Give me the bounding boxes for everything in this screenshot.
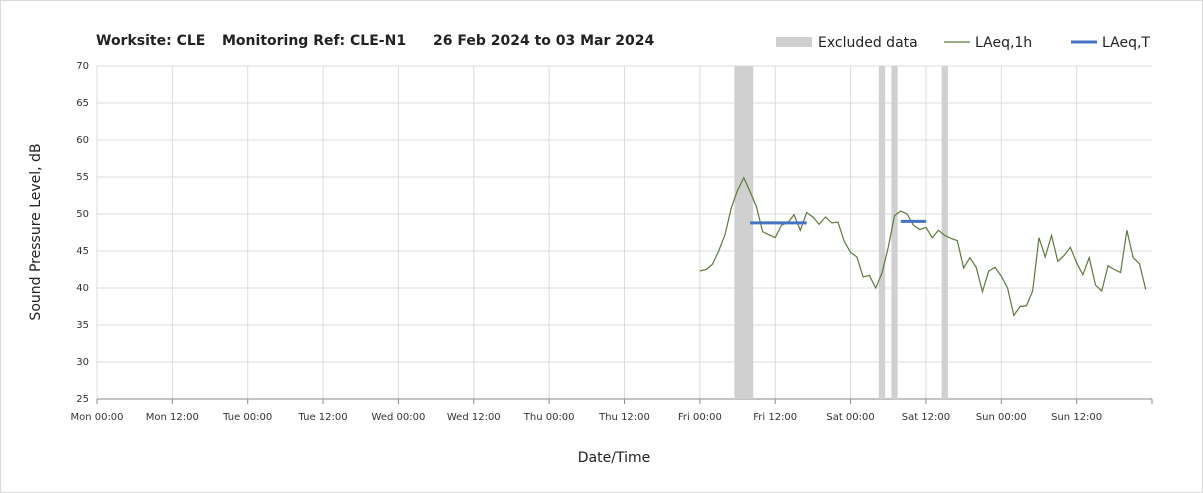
x-tick-label: Tue 00:00 xyxy=(222,412,272,423)
y-tick-label: 60 xyxy=(76,135,89,146)
legend-label: LAeq,T xyxy=(1102,35,1150,51)
x-tick-label: Wed 12:00 xyxy=(447,412,501,423)
x-tick-label: Sun 12:00 xyxy=(1051,412,1102,423)
x-tick-label: Thu 00:00 xyxy=(523,412,575,423)
chart-title: Worksite: CLE xyxy=(96,33,205,49)
x-tick-label: Mon 12:00 xyxy=(146,412,199,423)
chart-title: Monitoring Ref: CLE-N1 xyxy=(222,33,406,49)
x-tick-label: Mon 00:00 xyxy=(70,412,123,423)
legend-label: LAeq,1h xyxy=(975,35,1032,51)
data-line xyxy=(699,176,1147,317)
y-axis-label: Sound Pressure Level, dB xyxy=(28,143,44,320)
excluded-band xyxy=(734,66,754,399)
x-tick-label: Tue 12:00 xyxy=(298,412,348,423)
y-tick-label: 40 xyxy=(76,283,89,294)
y-tick-label: 55 xyxy=(76,172,89,183)
chart-title: 26 Feb 2024 to 03 Mar 2024 xyxy=(433,33,655,49)
y-tick-label: 35 xyxy=(76,320,89,331)
x-tick-label: Wed 00:00 xyxy=(372,412,426,423)
y-tick-label: 70 xyxy=(76,61,89,72)
y-tick-label: 25 xyxy=(76,394,89,405)
legend-label: Excluded data xyxy=(818,35,918,51)
x-tick-label: Sun 00:00 xyxy=(976,412,1027,423)
y-tick-label: 65 xyxy=(76,98,89,109)
legend-swatch xyxy=(776,37,812,47)
excluded-band xyxy=(891,66,898,399)
x-tick-label: Fri 12:00 xyxy=(753,412,797,423)
excluded-band xyxy=(878,66,886,399)
y-tick-label: 50 xyxy=(76,209,89,220)
x-tick-label: Fri 00:00 xyxy=(678,412,722,423)
y-tick-label: 45 xyxy=(76,246,89,257)
excluded-band xyxy=(941,66,948,399)
x-axis-label: Date/Time xyxy=(578,450,650,466)
x-tick-label: Thu 12:00 xyxy=(598,412,650,423)
x-tick-label: Sat 00:00 xyxy=(826,412,874,423)
x-tick-label: Sat 12:00 xyxy=(902,412,950,423)
y-tick-label: 30 xyxy=(76,357,89,368)
